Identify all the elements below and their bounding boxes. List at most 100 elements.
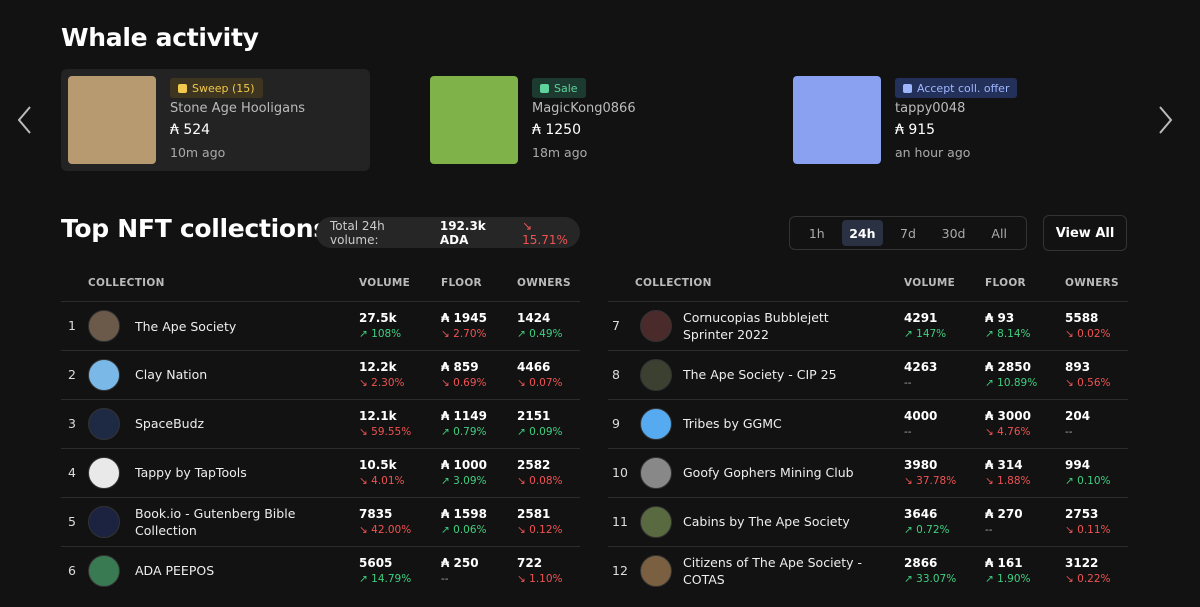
summary-value: 192.3k ADA	[439, 218, 486, 247]
rank: 9	[612, 415, 620, 431]
rank: 4	[68, 464, 76, 480]
metric-change: ↗ 8.14%	[985, 328, 1031, 340]
metric-change: ↘ 4.01%	[359, 474, 405, 487]
metric-change: ↘ 0.08%	[517, 474, 563, 487]
row-divider	[608, 496, 1128, 498]
metric-change: ↗ 10.89%	[985, 376, 1038, 389]
collection-name: Stone Age Hooligans	[170, 101, 306, 116]
metric-change: ↘ 1.10%	[517, 572, 563, 585]
metric-change: ↗ 0.49%	[517, 328, 563, 340]
nft-image	[68, 76, 156, 164]
metric-change: ↘ 0.12%	[517, 523, 563, 536]
collection-name[interactable]: Clay Nation	[135, 367, 208, 383]
price: ₳ 915	[895, 122, 936, 138]
metric-value: 10.5k	[359, 457, 397, 472]
metric-change: ↗ 0.72%	[904, 523, 950, 536]
time-tab[interactable]: 30d	[941, 225, 966, 241]
metric-change: ↗ 3.09%	[441, 474, 487, 487]
time-tab[interactable]: 1h	[808, 225, 825, 241]
metric-change: ↗ 0.09%	[517, 425, 563, 438]
metric-value: 2866	[904, 555, 938, 570]
metric-value: 204	[1065, 408, 1091, 423]
collection-avatar	[88, 456, 120, 489]
metric-value: ₳ 2850	[985, 359, 1031, 374]
metric-change: ↘ 37.78%	[904, 474, 957, 487]
row-divider	[61, 350, 580, 351]
metric-change: ↗ 0.10%	[1065, 474, 1111, 487]
volume-summary: Total 24h volume: 192.3k ADA ↘ 15.71%	[316, 217, 580, 248]
collection-name[interactable]: The Ape Society - CIP 25	[683, 367, 837, 383]
next-arrow[interactable]	[1154, 104, 1176, 136]
collection-name[interactable]: Cornucopias Bubblejett Sprinter 2022	[683, 310, 829, 342]
metric-change: ↘ 2.30%	[359, 376, 405, 389]
time-ago: an hour ago	[895, 145, 971, 160]
collection-avatar	[640, 407, 672, 440]
activity-tag: Accept coll. offer	[895, 78, 1018, 98]
metric-change: ↗ 33.07%	[904, 572, 957, 585]
collection-name[interactable]: Book.io - Gutenberg Bible Collection	[135, 505, 296, 538]
metric-change: ↘ 0.02%	[1065, 328, 1111, 340]
metric-value: ₳ 1598	[441, 506, 487, 521]
time-tab[interactable]: 24h	[841, 220, 884, 246]
view-all-button[interactable]: View All	[1043, 215, 1127, 251]
metric-change: --	[904, 376, 912, 389]
metric-change: ↘ 42.00%	[359, 523, 412, 536]
rank: 3	[68, 415, 76, 431]
metric-value: ₳ 859	[441, 359, 479, 374]
time-tabs: 1h 24h 7d 30d All	[789, 216, 1027, 250]
metric-change: --	[985, 523, 993, 536]
metric-value: ₳ 314	[985, 457, 1023, 472]
collection-name[interactable]: Tribes by GGMC	[683, 416, 782, 432]
metric-change: ↘ 0.22%	[1065, 572, 1111, 585]
column-header: VOLUME	[359, 277, 411, 289]
rank: 2	[68, 366, 76, 382]
tag-text: Sweep (15)	[192, 81, 255, 95]
metric-value: 12.1k	[359, 408, 397, 423]
rank: 5	[68, 513, 76, 529]
collection-name[interactable]: ADA PEEPOS	[135, 563, 215, 578]
metric-value: 2753	[1065, 506, 1099, 521]
metric-change: ↗ 0.06%	[441, 523, 487, 536]
collection-avatar	[640, 456, 672, 489]
metric-change: ↘ 2.70%	[441, 328, 487, 340]
metric-change: --	[904, 425, 912, 438]
metric-value: 5605	[359, 555, 393, 570]
metric-change: ↘ 0.56%	[1065, 376, 1111, 389]
metric-value: ₳ 1000	[441, 457, 487, 472]
collection-avatar	[640, 358, 672, 391]
row-divider	[608, 350, 1128, 351]
collection-name[interactable]: Citizens of The Ape Society - COTAS	[683, 554, 863, 587]
header-divider	[608, 301, 1128, 302]
collection-name[interactable]: Tappy by TapTools	[135, 465, 247, 481]
metric-value: ₳ 250	[441, 555, 479, 570]
metric-value: 2582	[517, 457, 551, 472]
collection-name[interactable]: Cabins by The Ape Society	[683, 514, 850, 530]
nft-image	[793, 76, 881, 164]
metric-change: ↗ 108%	[359, 328, 402, 340]
section-title: Whale activity	[61, 23, 259, 52]
collection-avatar	[88, 554, 120, 587]
metric-change: ↘ 4.76%	[985, 425, 1031, 438]
metric-value: ₳ 161	[985, 555, 1023, 570]
price: ₳ 1250	[532, 122, 581, 138]
prev-arrow[interactable]	[14, 104, 36, 136]
metric-value: 3980	[904, 457, 938, 472]
metric-value: 4291	[904, 311, 938, 325]
metric-value: 893	[1065, 359, 1091, 374]
time-tab[interactable]: All	[991, 225, 1007, 241]
collection-name[interactable]: The Ape Society	[135, 318, 237, 334]
column-header: OWNERS	[517, 277, 571, 289]
collection-name[interactable]: Goofy Gophers Mining Club	[683, 465, 854, 481]
row-divider	[61, 447, 580, 449]
metric-value: 3646	[904, 506, 938, 521]
rank: 7	[612, 318, 620, 333]
metric-value: 2151	[517, 408, 551, 423]
row-divider	[61, 496, 580, 498]
collection-avatar	[640, 554, 672, 587]
time-ago: 18m ago	[532, 145, 588, 160]
summary-label: Total 24h volume:	[330, 218, 385, 247]
collection-name[interactable]: SpaceBudz	[135, 416, 205, 432]
metric-change: ↗ 1.90%	[985, 572, 1031, 585]
time-tab[interactable]: 7d	[900, 225, 916, 241]
